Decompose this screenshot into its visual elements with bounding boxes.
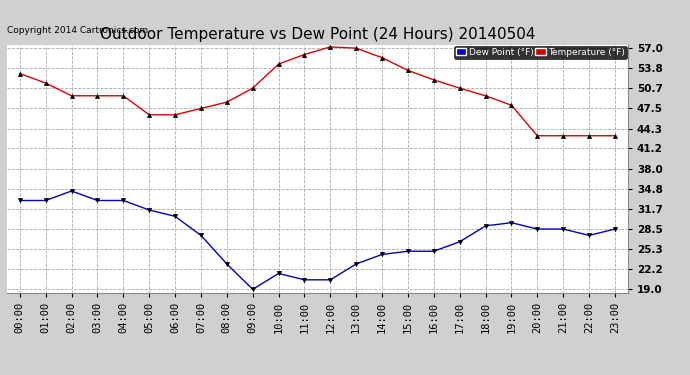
Title: Outdoor Temperature vs Dew Point (24 Hours) 20140504: Outdoor Temperature vs Dew Point (24 Hou… xyxy=(99,27,535,42)
Text: Copyright 2014 Cartronics.com: Copyright 2014 Cartronics.com xyxy=(7,26,148,35)
Legend: Dew Point (°F), Temperature (°F): Dew Point (°F), Temperature (°F) xyxy=(454,46,627,58)
